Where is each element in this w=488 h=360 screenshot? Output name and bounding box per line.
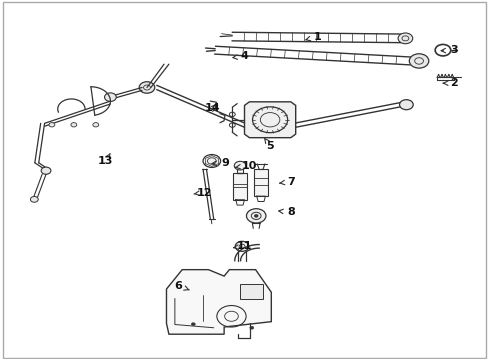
Polygon shape [233, 173, 246, 200]
Circle shape [104, 93, 116, 102]
Circle shape [246, 209, 265, 223]
Circle shape [93, 123, 99, 127]
Text: 1: 1 [305, 32, 321, 41]
Circle shape [234, 161, 245, 170]
Circle shape [408, 54, 428, 68]
Circle shape [235, 241, 248, 251]
Polygon shape [244, 102, 295, 138]
Circle shape [249, 326, 253, 329]
Text: 9: 9 [211, 158, 228, 168]
Text: 13: 13 [98, 153, 113, 166]
Text: 4: 4 [232, 51, 248, 61]
Text: 8: 8 [278, 207, 294, 217]
Circle shape [397, 33, 412, 44]
Circle shape [399, 100, 412, 110]
Polygon shape [254, 169, 267, 196]
Polygon shape [166, 270, 271, 334]
Circle shape [139, 82, 155, 93]
Circle shape [49, 123, 55, 127]
Text: 12: 12 [194, 188, 212, 198]
Text: 5: 5 [264, 138, 274, 151]
Text: 2: 2 [442, 78, 457, 88]
Circle shape [203, 154, 220, 167]
Circle shape [30, 197, 38, 202]
Text: 3: 3 [440, 45, 457, 55]
Text: 7: 7 [279, 177, 294, 187]
Text: 11: 11 [233, 241, 252, 251]
Circle shape [41, 167, 51, 174]
Circle shape [191, 323, 195, 325]
Text: 6: 6 [174, 281, 189, 291]
Text: 10: 10 [234, 161, 257, 171]
Bar [240, 284, 263, 299]
Circle shape [254, 215, 258, 217]
Circle shape [71, 123, 77, 127]
Text: 14: 14 [204, 103, 220, 113]
